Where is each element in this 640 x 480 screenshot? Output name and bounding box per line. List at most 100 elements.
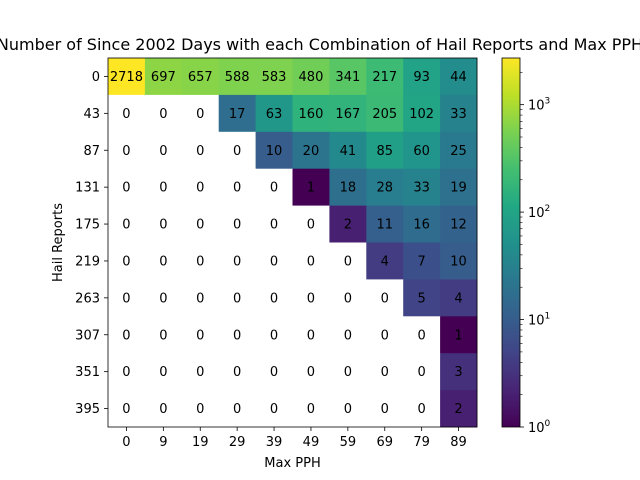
heatmap-cell: [144, 279, 183, 317]
heatmap-cell: [366, 353, 404, 391]
cell-value-label: 588: [225, 70, 250, 85]
cell-value-label: 583: [262, 70, 287, 85]
heatmap-cell: [366, 168, 404, 206]
cell-value-label: 0: [122, 107, 130, 122]
x-tick-label: 89: [450, 435, 467, 450]
cell-value-label: 0: [233, 181, 241, 196]
heatmap-cell: [181, 58, 220, 96]
heatmap-cell: [329, 390, 367, 428]
cell-value-label: 697: [151, 70, 176, 85]
heatmap-cell: [292, 168, 330, 206]
cell-value-label: 2: [344, 218, 352, 233]
heatmap-cell: [292, 279, 330, 317]
cell-value-label: 0: [122, 144, 130, 159]
colorbar-tick-label: 102: [528, 204, 550, 221]
x-tick-label: 29: [229, 435, 246, 450]
y-tick-label: 0: [92, 70, 100, 85]
cell-value-label: 16: [413, 218, 430, 233]
cell-value-label: 0: [344, 402, 352, 417]
cell-value-label: 0: [159, 328, 167, 343]
heatmap-cell: [329, 94, 367, 133]
cell-value-label: 0: [159, 254, 167, 269]
heatmap-cell: [144, 353, 183, 391]
cell-value-label: 0: [159, 107, 167, 122]
heatmap-cell: [255, 205, 293, 243]
cell-value-label: 217: [372, 70, 397, 85]
heatmap-cell: [329, 168, 367, 206]
heatmap-cell: [144, 58, 183, 96]
cell-value-label: 10: [266, 144, 283, 159]
cell-value-label: 0: [307, 402, 315, 417]
heatmap-cell: [329, 131, 367, 170]
cell-value-label: 167: [335, 107, 360, 122]
cell-value-label: 25: [450, 144, 467, 159]
cell-value-label: 33: [413, 181, 430, 196]
heatmap-cell: [108, 353, 146, 391]
x-tick-label: 59: [340, 435, 357, 450]
heatmap-cell: [403, 205, 441, 243]
heatmap-cell: [440, 205, 478, 243]
heatmap-cell: [366, 242, 404, 280]
heatmap-cell: [292, 316, 330, 354]
heatmap-cell: [403, 316, 441, 354]
cell-value-label: 0: [307, 365, 315, 380]
heatmap-cell: [403, 94, 441, 133]
heatmap-cell: [403, 58, 441, 96]
heatmap-cell: [440, 58, 478, 96]
cell-value-label: 160: [299, 107, 324, 122]
heatmap-cell: [255, 242, 293, 280]
heatmap-cell: [218, 353, 256, 391]
heatmap-cell: [403, 168, 441, 206]
heatmap-cell: [144, 242, 183, 280]
heatmap-cell: [366, 316, 404, 354]
cell-value-label: 0: [196, 144, 204, 159]
heatmap-cell: [181, 390, 220, 428]
heatmap-cell: [403, 390, 441, 428]
cell-value-label: 0: [159, 365, 167, 380]
x-tick-label: 79: [413, 435, 430, 450]
y-axis: 0 43 87 131 175 219 263 307 351 395: [75, 70, 108, 417]
heatmap-cell: [255, 390, 293, 428]
x-tick-label: 39: [266, 435, 283, 450]
cell-value-label: 0: [196, 291, 204, 306]
heatmap-cell: [292, 94, 330, 133]
heatmap-cell: [108, 205, 146, 243]
heatmap-cell: [181, 168, 220, 206]
y-tick-label: 219: [75, 254, 100, 269]
cell-value-label: 3: [454, 365, 462, 380]
heatmap-cell: [403, 131, 441, 170]
x-axis-label: Max PPH: [264, 456, 320, 471]
heatmap-cell: [255, 58, 293, 96]
heatmap-cell: [255, 353, 293, 391]
heatmap-cells: [108, 58, 478, 428]
heatmap-cell: [440, 168, 478, 206]
x-axis: 0 9 19 29 39 49 59 69 79 89: [122, 427, 467, 450]
cell-value-label: 7: [418, 254, 426, 269]
x-tick-label: 9: [159, 435, 167, 450]
cell-value-label: 5: [418, 291, 426, 306]
heatmap-cell: [181, 94, 220, 133]
cell-value-label: 0: [196, 402, 204, 417]
cell-value-label: 85: [376, 144, 393, 159]
heatmap-cell: [440, 242, 478, 280]
heatmap-cell: [292, 205, 330, 243]
cell-value-label: 44: [450, 70, 467, 85]
heatmap-cell: [218, 205, 256, 243]
y-tick-label: 307: [75, 328, 100, 343]
cell-value-label: 17: [229, 107, 246, 122]
cell-value-label: 205: [372, 107, 397, 122]
cell-value-label: 0: [381, 328, 389, 343]
heatmap-cell: [366, 279, 404, 317]
heatmap-cell: [144, 131, 183, 170]
heatmap-cell: [144, 390, 183, 428]
heatmap-cell: [218, 131, 256, 170]
heatmap-cell: [181, 279, 220, 317]
cell-value-label: 0: [196, 254, 204, 269]
cell-value-label: 0: [381, 402, 389, 417]
cell-value-label: 0: [196, 107, 204, 122]
x-tick-label: 19: [192, 435, 209, 450]
cell-value-label: 0: [307, 328, 315, 343]
cell-value-label: 28: [376, 181, 393, 196]
plot-frame: [107, 57, 478, 428]
